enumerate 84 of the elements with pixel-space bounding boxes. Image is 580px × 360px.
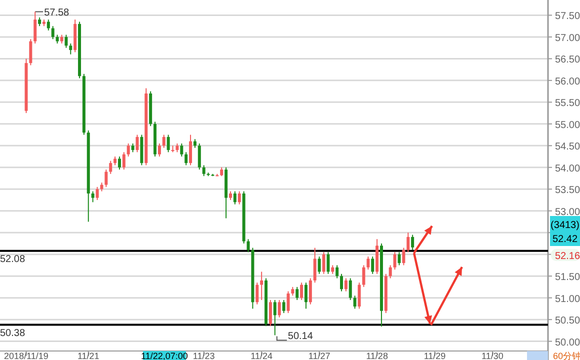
candlestick xyxy=(260,271,264,300)
candlestick xyxy=(336,264,339,279)
y-tick-label: 54.00 xyxy=(555,163,580,174)
candlestick xyxy=(46,19,50,31)
x-tick-label: 2018/11/19 xyxy=(4,351,48,360)
text: 52.16 xyxy=(555,251,580,262)
candlestick xyxy=(64,34,68,48)
ref-line-label: 50.38 xyxy=(0,328,26,339)
candlestick xyxy=(282,300,286,314)
y-tick-label: 54.50 xyxy=(555,142,580,153)
annotation: 57.58 xyxy=(44,8,70,19)
candlestick xyxy=(122,152,126,170)
candlestick xyxy=(162,134,166,148)
candlestick xyxy=(344,278,348,292)
x-tick-label: 11/29 xyxy=(424,351,446,360)
candlestick xyxy=(273,300,276,336)
y-tick-label: 56.00 xyxy=(555,76,580,88)
x-tick-label: 11/27 xyxy=(308,351,330,360)
candlestick xyxy=(158,142,161,158)
y-tick-label: 53.00 xyxy=(555,206,580,218)
candlestick xyxy=(326,252,330,274)
candlestick xyxy=(362,264,366,288)
ref-line-label: 52.08 xyxy=(0,254,26,265)
candlestick xyxy=(348,278,352,300)
candlestick xyxy=(398,252,401,266)
candlestick xyxy=(411,234,414,250)
candlestick xyxy=(268,300,272,327)
candlestick xyxy=(104,169,108,188)
candlestick xyxy=(366,256,370,270)
candlestick xyxy=(388,264,392,279)
candlestick xyxy=(402,247,406,266)
candlestick xyxy=(91,190,94,203)
x-tick-label: 11/21 xyxy=(77,351,100,360)
y-tick-label: 51.00 xyxy=(555,294,580,305)
candlestick xyxy=(358,282,361,310)
candlestick xyxy=(198,142,201,170)
y-tick-label: 55.00 xyxy=(555,120,580,131)
candlestick xyxy=(180,142,184,158)
y-tick-label: 56.50 xyxy=(555,54,580,66)
candlestick xyxy=(286,290,290,314)
candlestick xyxy=(322,252,326,274)
candlestick xyxy=(29,38,32,66)
candlestick xyxy=(246,238,250,253)
candlestick xyxy=(256,282,259,305)
candlestick xyxy=(371,256,374,274)
x-tick-label: 11/28 xyxy=(366,351,388,360)
candlestick xyxy=(126,142,130,158)
candlestick xyxy=(51,26,54,40)
candlestick xyxy=(34,11,37,44)
candlestick xyxy=(308,278,312,305)
candlestick xyxy=(166,134,170,153)
candlestick xyxy=(233,190,236,205)
candlestick xyxy=(318,256,321,274)
candlestick xyxy=(340,273,344,292)
y-tick-label: 50.00 xyxy=(555,337,580,348)
annotation: 50.14 xyxy=(288,331,314,342)
text: 52.42 xyxy=(552,234,578,245)
candlestick xyxy=(118,156,121,170)
candlestick xyxy=(353,295,356,310)
candlestick xyxy=(136,134,139,153)
candlestick xyxy=(189,134,192,166)
candlestick xyxy=(406,232,410,253)
y-tick-label: 57.50 xyxy=(555,11,580,22)
candlestick xyxy=(238,190,241,205)
y-tick-label: 55.50 xyxy=(555,98,580,110)
candlestick xyxy=(184,152,188,166)
y-tick-label: 57.00 xyxy=(555,32,580,44)
x-tick-label: 11/30 xyxy=(482,351,504,360)
y-tick-label: 51.50 xyxy=(555,272,580,284)
text: (3413) xyxy=(550,220,580,231)
candlestick xyxy=(313,247,316,284)
y-tick-label: 53.50 xyxy=(555,185,580,196)
candlestick xyxy=(278,300,281,318)
candlestick xyxy=(202,164,206,177)
x-tick-label: 11/24 xyxy=(250,351,273,360)
candlestick xyxy=(296,286,299,300)
candlestick xyxy=(300,282,304,300)
candlestick xyxy=(96,186,99,200)
x-tick-label: 11/23 xyxy=(192,351,215,360)
candlestick xyxy=(393,252,396,270)
candlestick xyxy=(304,282,308,310)
candlestick xyxy=(69,42,72,55)
y-tick-label: 50.50 xyxy=(555,316,580,327)
candlestick xyxy=(109,160,112,174)
